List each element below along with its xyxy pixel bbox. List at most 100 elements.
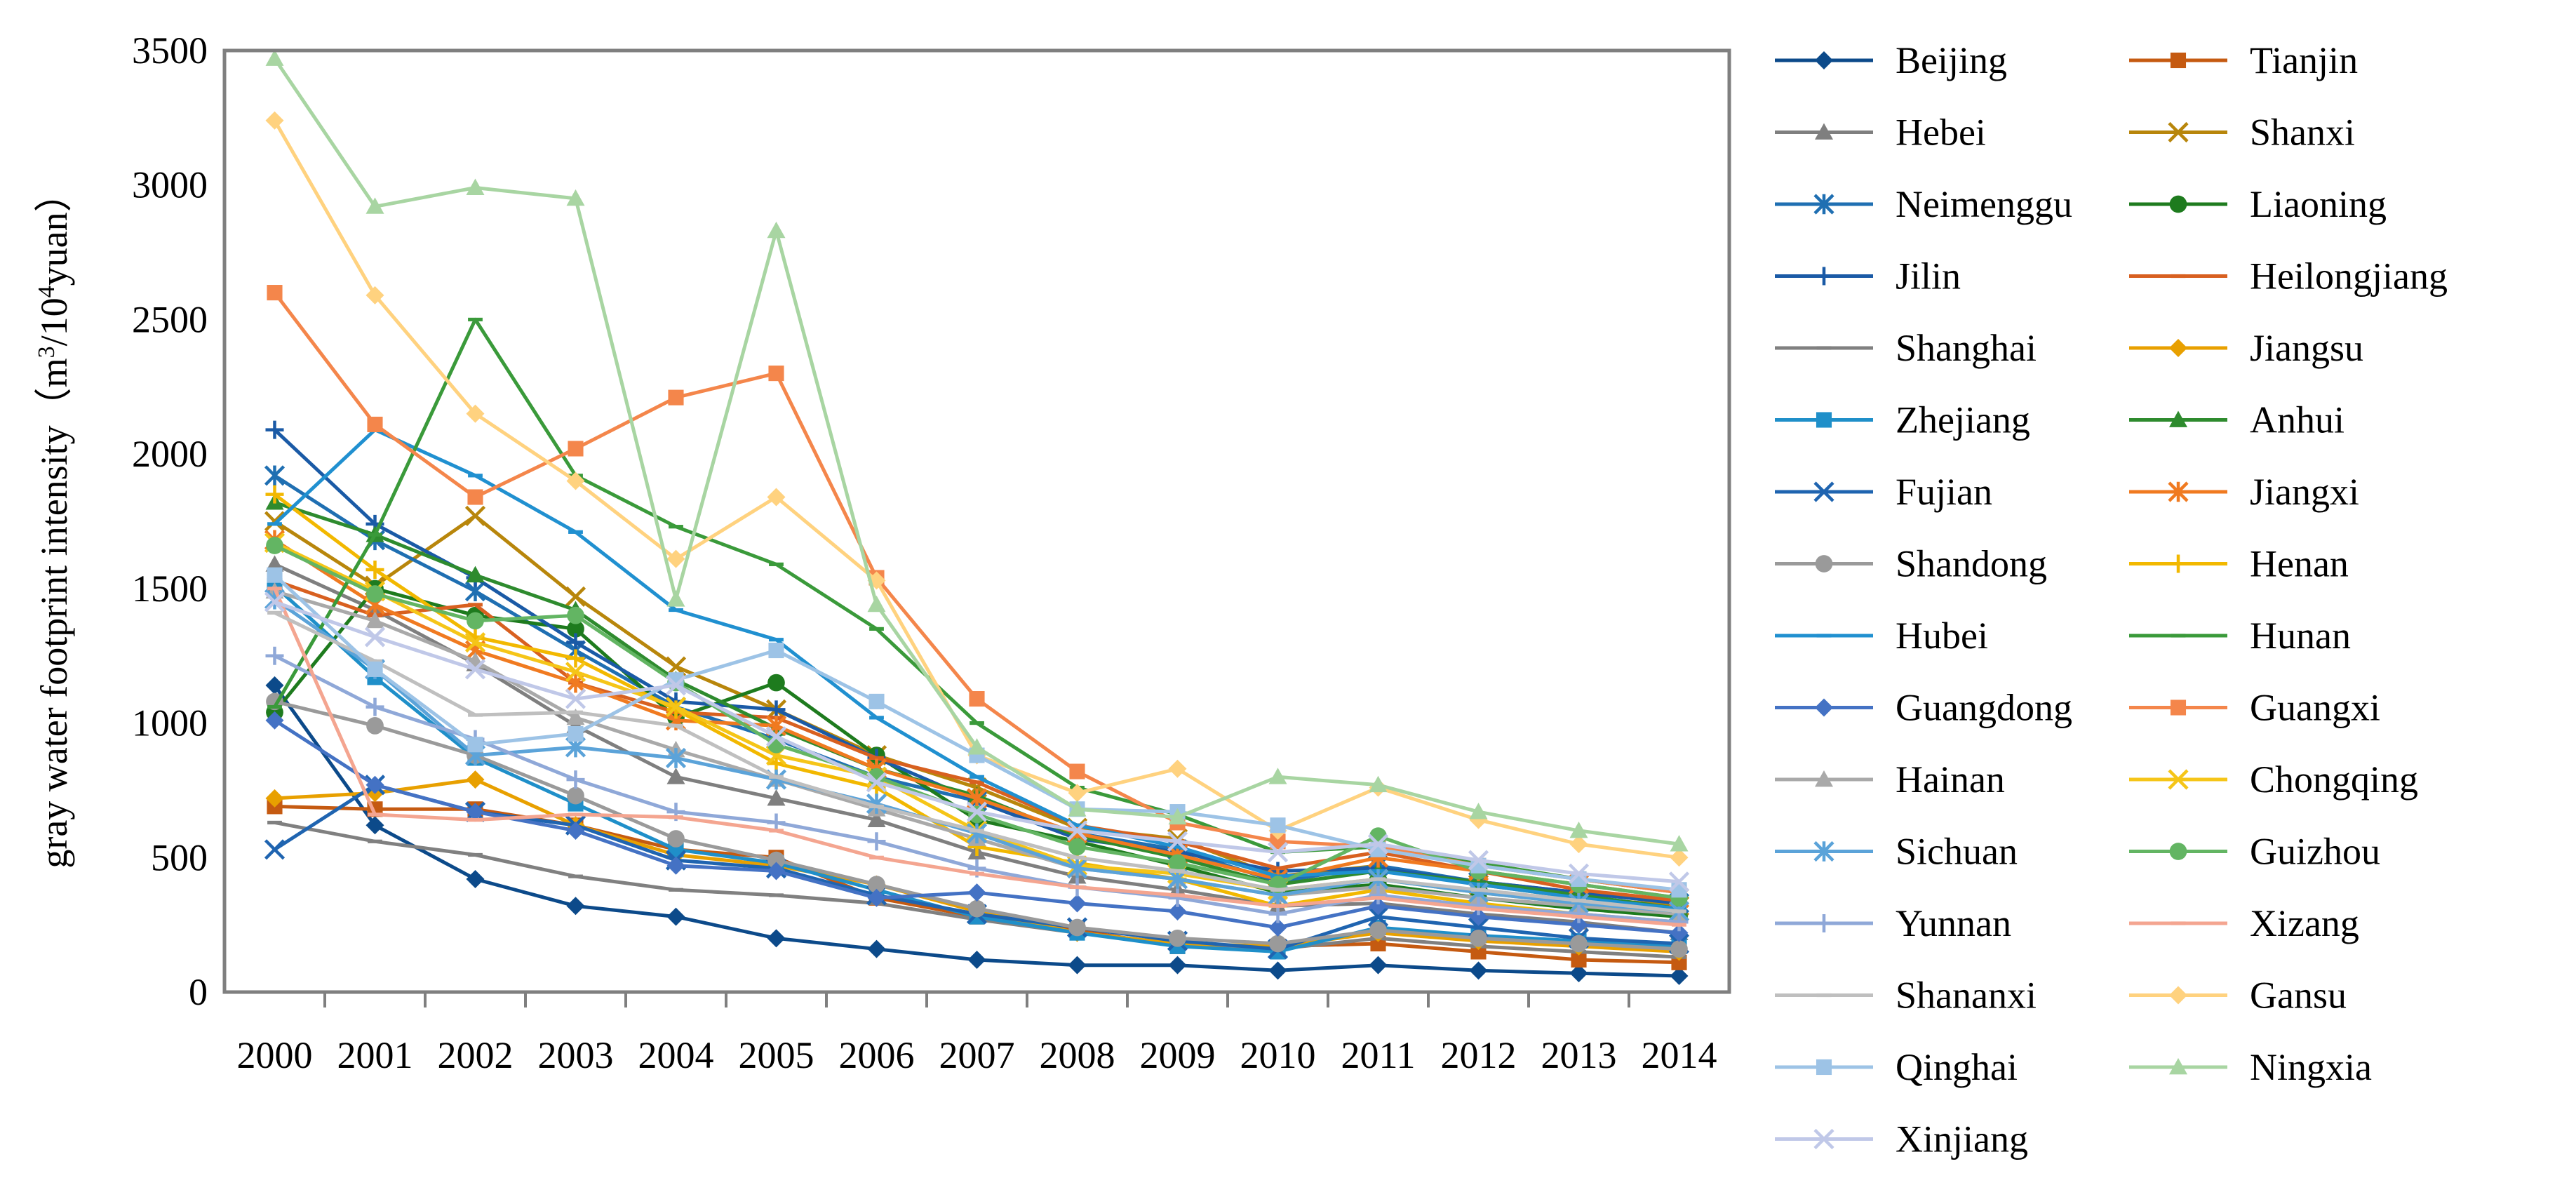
- x-tick-label: 2006: [839, 1034, 915, 1076]
- data-point: [669, 723, 683, 728]
- data-point: [769, 893, 784, 897]
- data-point: [970, 829, 984, 833]
- legend-item-guangxi: Guangxi: [2129, 687, 2380, 729]
- legend-label: Qinghai: [1896, 1046, 2018, 1088]
- data-point: [668, 389, 684, 406]
- data-point: [1169, 854, 1186, 872]
- legend-marker: [2169, 1058, 2187, 1075]
- data-point: [368, 812, 382, 817]
- legend-item-shananxi: Shananxi: [1775, 975, 2037, 1017]
- data-point: [1471, 888, 1486, 892]
- legend-item-ningxia: Ningxia: [2129, 1046, 2372, 1088]
- legend-marker: [1816, 346, 1832, 350]
- data-point: [1369, 921, 1387, 939]
- data-point: [1371, 896, 1386, 900]
- data-point: [1269, 935, 1287, 953]
- data-point: [1369, 956, 1388, 975]
- data-point: [1168, 888, 1187, 907]
- legend-label: Hainan: [1896, 758, 2005, 801]
- data-point: [1268, 918, 1287, 937]
- data-point: [368, 839, 382, 843]
- legend: Beijing Tianjin Hebei Shanxi Neimenggu Liaoni…: [1775, 39, 2448, 1160]
- data-point: [1270, 904, 1285, 908]
- x-tick-label: 2014: [1642, 1034, 1717, 1076]
- legend-marker: [1816, 634, 1832, 638]
- data-point: [669, 815, 683, 819]
- data-point: [969, 691, 985, 707]
- data-point: [466, 803, 485, 822]
- legend-item-xinjiang: Xinjiang: [1775, 1118, 2028, 1160]
- data-point: [1668, 871, 1690, 892]
- data-point: [665, 675, 687, 696]
- data-point: [566, 821, 585, 840]
- data-point: [1369, 885, 1388, 904]
- data-point: [565, 586, 586, 607]
- legend-marker: [1813, 481, 1834, 502]
- data-point: [1168, 902, 1187, 920]
- data-point: [1469, 803, 1488, 819]
- legend-item-chongqing: Chongqing: [2129, 758, 2418, 801]
- data-point: [566, 649, 585, 668]
- legend-label: Hubei: [1896, 615, 1988, 657]
- data-point: [468, 852, 483, 857]
- legend-marker: [2171, 634, 2186, 638]
- data-point: [365, 697, 384, 716]
- legend-label: Guangdong: [1896, 687, 2072, 729]
- data-point: [1672, 923, 1686, 927]
- data-point: [768, 366, 784, 382]
- legend-marker: [1816, 1059, 1832, 1076]
- data-point: [767, 674, 785, 692]
- legend-marker: [2169, 986, 2187, 1005]
- legend-item-jiangsu: Jiangsu: [2129, 327, 2363, 369]
- data-point: [669, 525, 683, 529]
- data-point: [1070, 823, 1085, 827]
- data-point: [1168, 759, 1187, 778]
- data-point: [1168, 956, 1187, 975]
- data-point: [1066, 858, 1088, 879]
- legend-item-beijing: Beijing: [1775, 39, 2007, 81]
- data-point: [1270, 833, 1286, 850]
- data-point: [1568, 863, 1590, 884]
- legend-item-guizhou: Guizhou: [2129, 831, 2380, 873]
- data-point: [765, 726, 787, 747]
- legend-label: Hebei: [1896, 112, 1986, 154]
- x-tick-label: 2009: [1140, 1034, 1216, 1076]
- data-point: [267, 610, 282, 615]
- legend-marker: [1815, 914, 1833, 932]
- data-point: [568, 710, 583, 714]
- data-point: [666, 907, 685, 926]
- data-point: [265, 420, 284, 439]
- data-point: [468, 474, 483, 478]
- data-point: [868, 876, 885, 893]
- data-point: [970, 775, 984, 779]
- data-point: [1267, 842, 1289, 863]
- legend-label: Xizang: [2250, 902, 2359, 944]
- data-point: [1571, 899, 1586, 903]
- data-point: [264, 591, 286, 612]
- data-point: [265, 485, 284, 504]
- legend-label: Jiangsu: [2250, 327, 2363, 369]
- legend-label: Henan: [2250, 543, 2349, 585]
- data-point: [1468, 850, 1489, 871]
- data-point: [568, 441, 584, 457]
- data-point: [667, 830, 685, 848]
- data-point: [768, 642, 784, 659]
- data-point: [366, 585, 384, 603]
- data-point: [1672, 909, 1686, 913]
- data-point: [467, 489, 483, 505]
- series-xinjiang: [264, 591, 1690, 892]
- legend-label: Chongqing: [2250, 758, 2418, 801]
- legend-marker: [1815, 51, 1833, 69]
- legend-marker: [2171, 274, 2186, 279]
- plot-frame: [222, 48, 1731, 994]
- data-point: [466, 178, 485, 195]
- legend-marker: [2171, 921, 2186, 925]
- data-point: [665, 747, 687, 769]
- data-point: [669, 888, 683, 892]
- data-point: [267, 522, 282, 526]
- data-point: [1270, 888, 1285, 892]
- data-point: [867, 939, 886, 958]
- data-point: [1167, 831, 1188, 852]
- legend-item-hubei: Hubei: [1775, 615, 1988, 657]
- data-point: [668, 672, 684, 688]
